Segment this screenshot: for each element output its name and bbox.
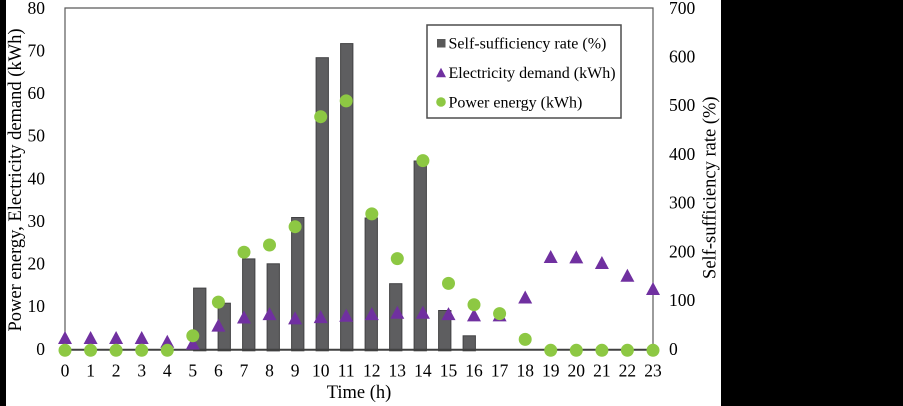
svg-text:17: 17 xyxy=(491,360,509,380)
svg-text:19: 19 xyxy=(542,360,560,380)
svg-text:30: 30 xyxy=(28,211,46,231)
svg-text:9: 9 xyxy=(291,360,300,380)
svg-text:10: 10 xyxy=(312,360,330,380)
svg-text:21: 21 xyxy=(593,360,611,380)
svg-text:6: 6 xyxy=(214,360,223,380)
svg-text:0: 0 xyxy=(61,360,70,380)
svg-text:20: 20 xyxy=(28,254,46,274)
svg-text:70: 70 xyxy=(28,40,46,60)
svg-text:23: 23 xyxy=(644,360,662,380)
svg-text:13: 13 xyxy=(389,360,407,380)
svg-text:18: 18 xyxy=(516,360,534,380)
svg-text:40: 40 xyxy=(28,168,46,188)
svg-text:15: 15 xyxy=(440,360,458,380)
svg-text:8: 8 xyxy=(265,360,274,380)
svg-text:200: 200 xyxy=(669,241,696,261)
svg-text:Self-sufficiency rate (%): Self-sufficiency rate (%) xyxy=(701,96,721,279)
svg-text:400: 400 xyxy=(669,144,696,164)
svg-text:20: 20 xyxy=(568,360,586,380)
svg-text:4: 4 xyxy=(163,360,172,380)
svg-text:10: 10 xyxy=(28,296,46,316)
svg-text:Power energy (kWh): Power energy (kWh) xyxy=(449,95,583,112)
svg-text:Electricity demand (kWh): Electricity demand (kWh) xyxy=(449,65,616,82)
svg-text:14: 14 xyxy=(414,360,432,380)
svg-text:Time (h): Time (h) xyxy=(327,383,392,403)
svg-text:0: 0 xyxy=(669,339,678,359)
svg-text:80: 80 xyxy=(28,0,46,18)
svg-text:7: 7 xyxy=(240,360,249,380)
svg-text:700: 700 xyxy=(669,0,696,18)
svg-text:Self-sufficiency rate (%): Self-sufficiency rate (%) xyxy=(449,36,607,53)
svg-text:11: 11 xyxy=(338,360,355,380)
svg-text:600: 600 xyxy=(669,47,696,67)
svg-text:1: 1 xyxy=(86,360,95,380)
svg-text:0: 0 xyxy=(36,339,45,359)
svg-text:22: 22 xyxy=(619,360,637,380)
svg-text:60: 60 xyxy=(28,83,46,103)
svg-text:100: 100 xyxy=(669,290,696,310)
svg-text:300: 300 xyxy=(669,193,696,213)
svg-text:5: 5 xyxy=(188,360,197,380)
svg-text:Power energy, Electricity dema: Power energy, Electricity demand (kWh) xyxy=(6,28,26,331)
svg-text:50: 50 xyxy=(28,126,46,146)
svg-text:3: 3 xyxy=(137,360,146,380)
svg-text:12: 12 xyxy=(363,360,381,380)
svg-text:500: 500 xyxy=(669,95,696,115)
svg-text:2: 2 xyxy=(112,360,121,380)
svg-text:16: 16 xyxy=(465,360,483,380)
